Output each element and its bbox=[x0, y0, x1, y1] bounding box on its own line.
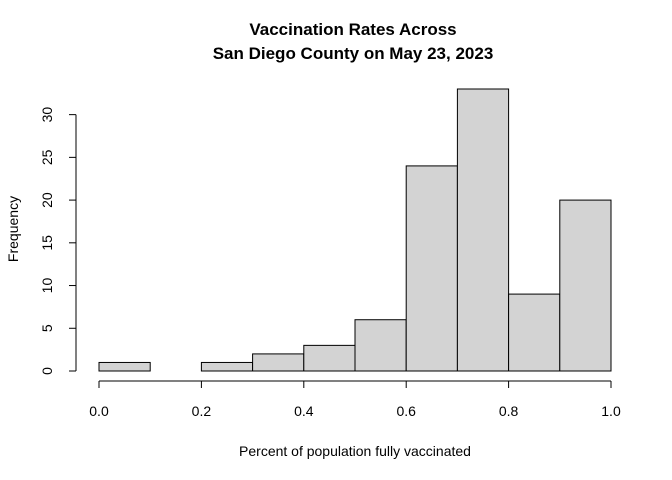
histogram-bar-8 bbox=[508, 293, 561, 372]
histogram-bar-2 bbox=[200, 361, 254, 372]
histogram-bar-0 bbox=[98, 361, 151, 372]
chart-title-line-2: San Diego County on May 23, 2023 bbox=[213, 44, 494, 63]
chart-title-line-1: Vaccination Rates Across bbox=[249, 20, 456, 39]
histogram-bar-6 bbox=[405, 165, 458, 372]
y-tick-label-6: 30 bbox=[39, 107, 55, 123]
histogram-bar-4 bbox=[303, 344, 356, 372]
y-tick-label-0: 0 bbox=[39, 367, 55, 375]
x-ticks-group: 0.0 0.2 0.4 0.6 0.8 1.0 bbox=[89, 381, 621, 419]
y-axis-label: Frequency bbox=[5, 196, 21, 262]
x-tick-label-3: 0.6 bbox=[396, 403, 416, 419]
x-tick-label-2: 0.4 bbox=[294, 403, 314, 419]
x-tick-label-0: 0.0 bbox=[89, 403, 109, 419]
histogram-bar-5 bbox=[354, 319, 407, 372]
bars-group bbox=[98, 88, 612, 372]
histogram-bar-3 bbox=[252, 353, 305, 372]
x-tick-label-1: 0.2 bbox=[192, 403, 212, 419]
y-tick-label-1: 5 bbox=[39, 324, 55, 332]
y-tick-label-2: 10 bbox=[39, 278, 55, 294]
x-tick-label-5: 1.0 bbox=[601, 403, 621, 419]
y-tick-label-5: 25 bbox=[39, 149, 55, 165]
histogram-bar-9 bbox=[559, 199, 612, 372]
y-tick-label-3: 15 bbox=[39, 235, 55, 251]
x-tick-label-4: 0.8 bbox=[499, 403, 519, 419]
y-ticks-group: 0 5 10 15 20 25 30 bbox=[39, 107, 76, 375]
x-axis-label: Percent of population fully vaccinated bbox=[239, 443, 471, 459]
histogram-bar-7 bbox=[456, 88, 510, 372]
y-tick-label-4: 20 bbox=[39, 192, 55, 208]
